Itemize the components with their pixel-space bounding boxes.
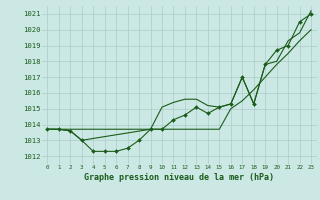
X-axis label: Graphe pression niveau de la mer (hPa): Graphe pression niveau de la mer (hPa) xyxy=(84,173,274,182)
